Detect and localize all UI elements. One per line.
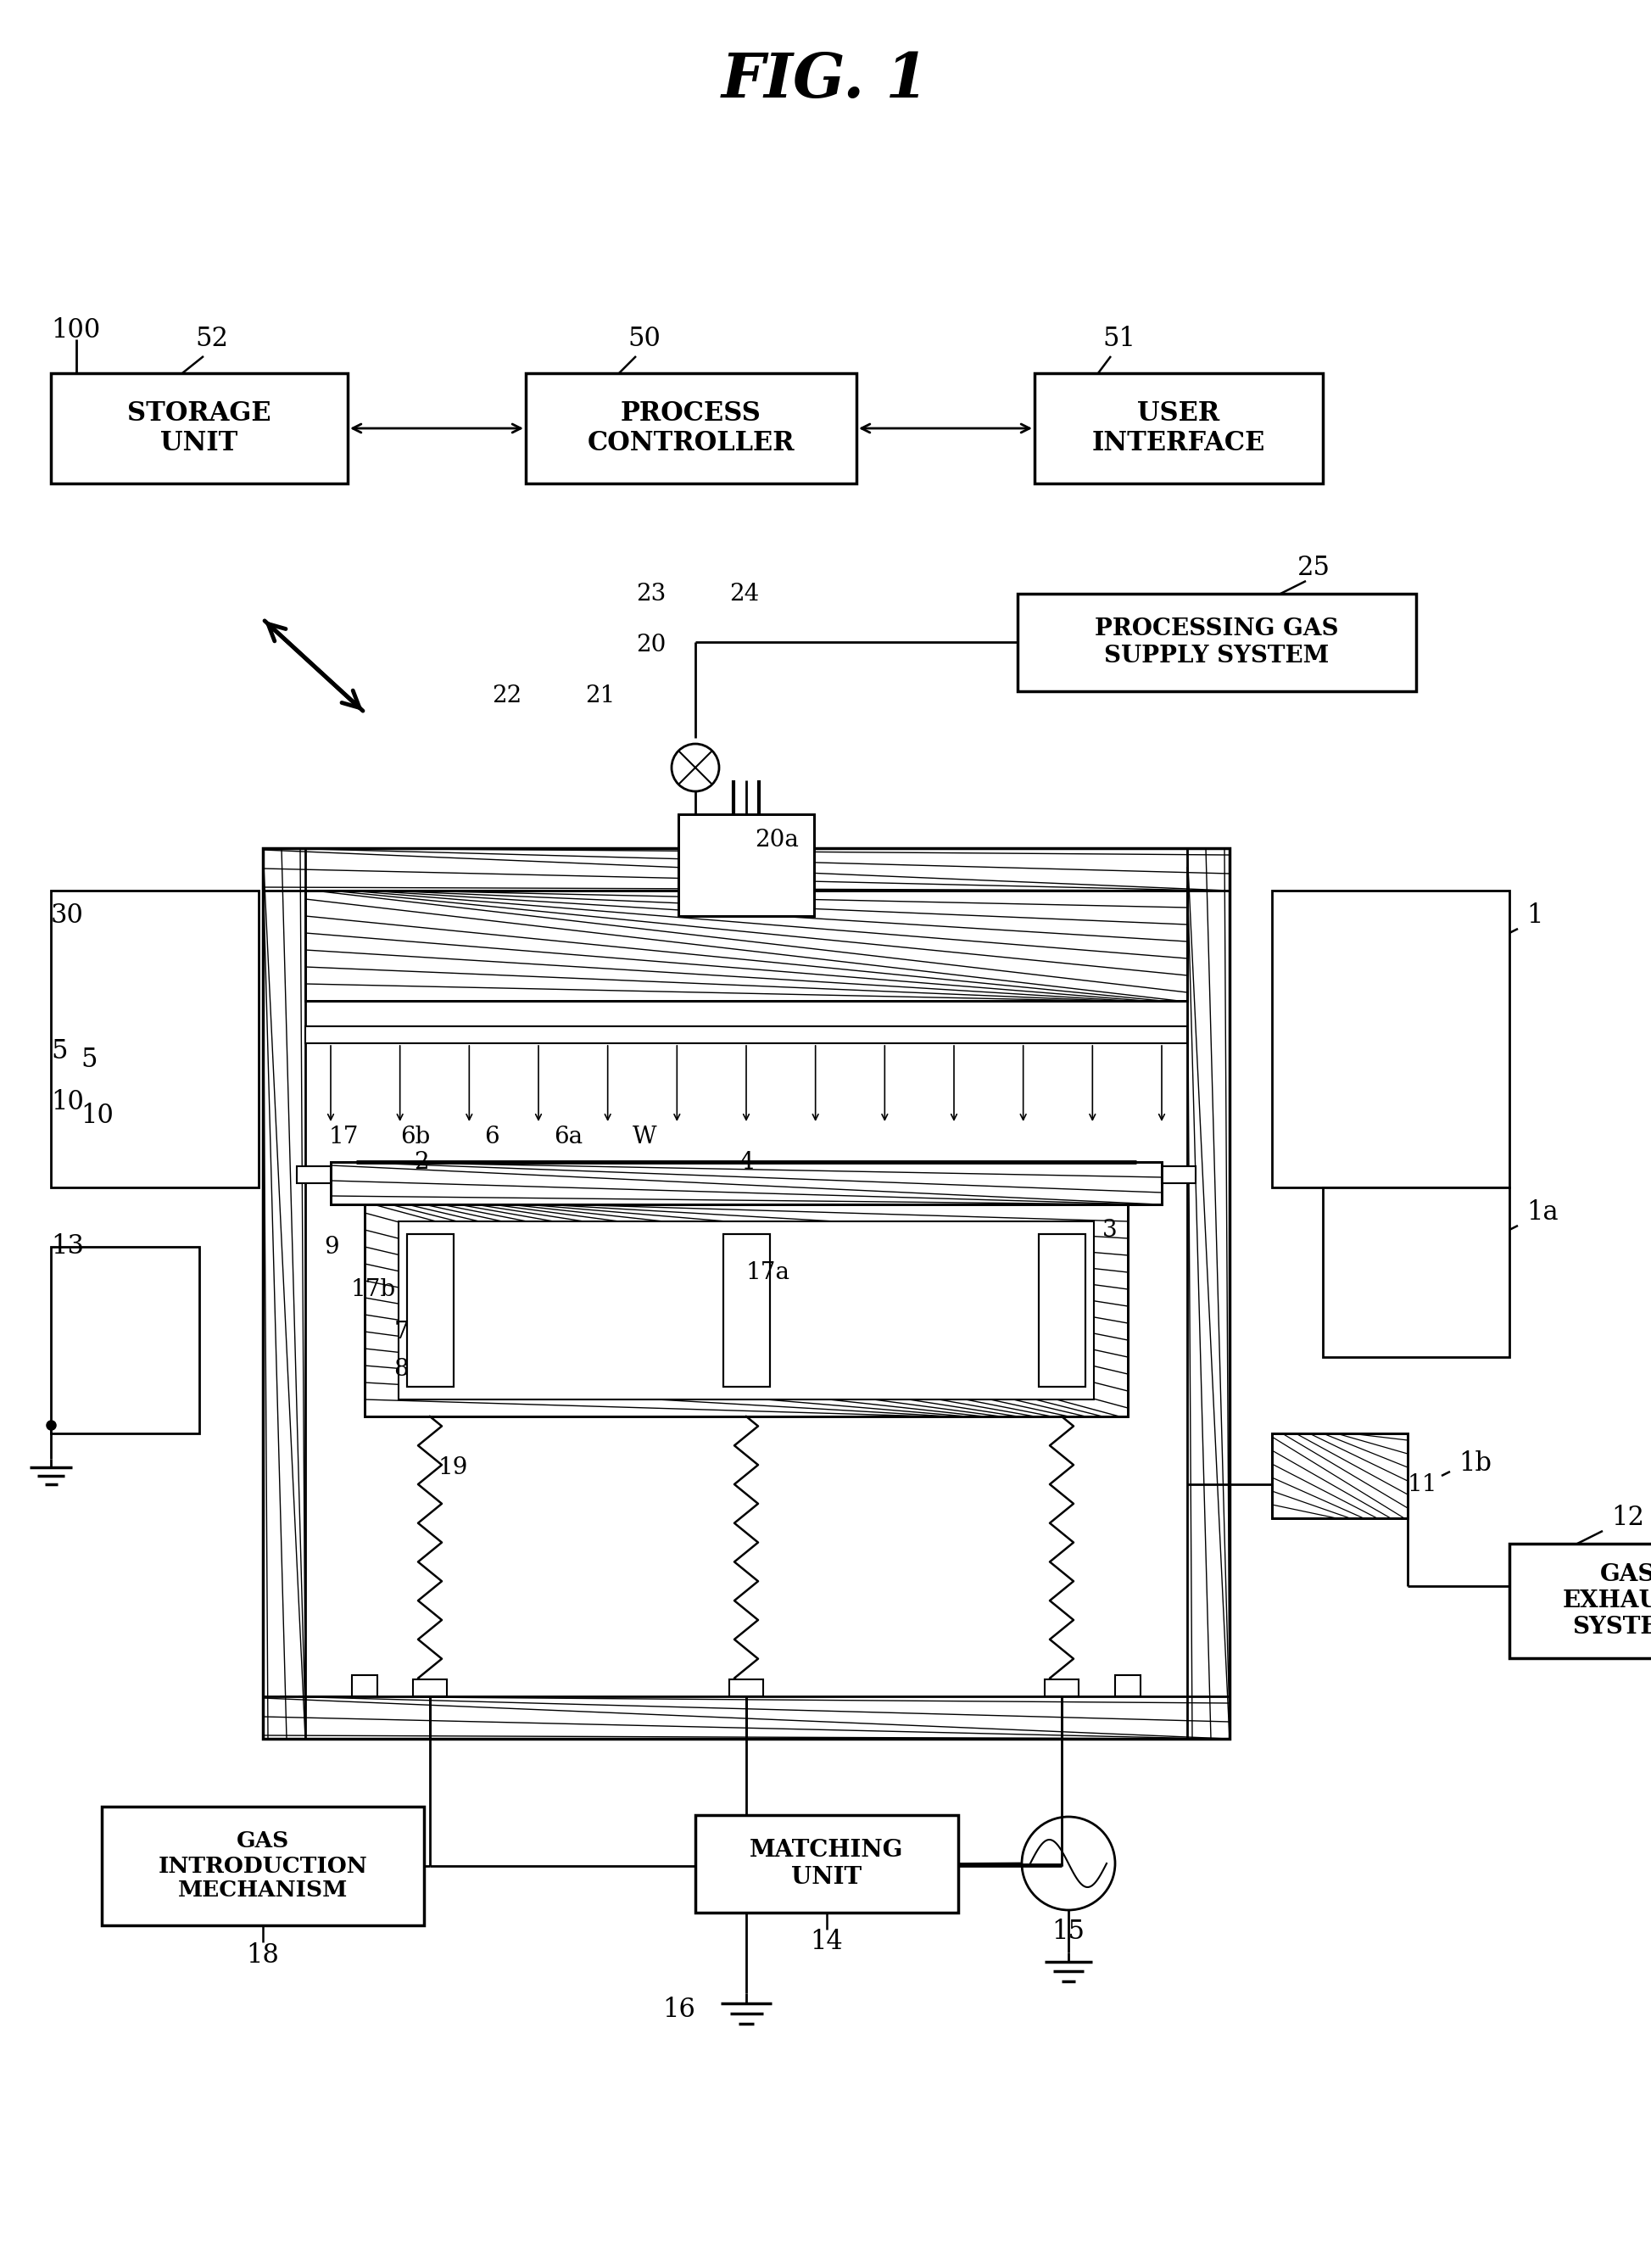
Bar: [102, 1808, 424, 1926]
Text: 13: 13: [51, 1234, 84, 1261]
Bar: [679, 814, 814, 916]
Text: MATCHING
UNIT: MATCHING UNIT: [750, 1839, 903, 1889]
Bar: [330, 1161, 1162, 1204]
Bar: [1038, 1234, 1085, 1386]
Bar: [330, 1161, 1162, 1204]
Bar: [297, 1166, 330, 1184]
Text: 4: 4: [738, 1150, 755, 1173]
Text: 12: 12: [1611, 1506, 1644, 1531]
Bar: [365, 1204, 1128, 1418]
Text: W: W: [632, 1125, 657, 1148]
Text: 1: 1: [1526, 903, 1544, 930]
Bar: [51, 374, 348, 483]
Bar: [1017, 594, 1417, 692]
Bar: [51, 1247, 200, 1433]
Bar: [263, 1696, 1230, 1740]
Bar: [723, 1234, 769, 1386]
Bar: [1271, 891, 1509, 1188]
Text: 1b: 1b: [1458, 1449, 1491, 1476]
Bar: [305, 1027, 1187, 1043]
Bar: [525, 374, 857, 483]
Text: 15: 15: [1052, 1919, 1085, 1944]
Text: 16: 16: [662, 1998, 695, 2023]
Bar: [305, 891, 1187, 1696]
Text: FIG. 1: FIG. 1: [721, 50, 930, 111]
Bar: [263, 848, 305, 1740]
Bar: [408, 1234, 454, 1386]
Text: 52: 52: [195, 327, 228, 352]
Text: 14: 14: [811, 1930, 844, 1955]
Text: 6: 6: [484, 1125, 499, 1148]
Bar: [305, 891, 1187, 1000]
Text: 10: 10: [51, 1089, 84, 1116]
Bar: [679, 814, 814, 916]
Bar: [365, 1204, 1128, 1418]
Text: 100: 100: [51, 318, 101, 345]
Bar: [263, 848, 1230, 1740]
Bar: [305, 891, 1187, 1000]
Text: 2: 2: [414, 1150, 429, 1173]
Bar: [408, 1234, 454, 1386]
Bar: [1162, 1166, 1195, 1184]
Text: 11: 11: [1408, 1472, 1438, 1495]
Text: 8: 8: [395, 1359, 409, 1381]
Text: 20a: 20a: [755, 828, 799, 850]
Text: 51: 51: [1103, 327, 1136, 352]
Text: 5: 5: [81, 1048, 97, 1073]
Text: 22: 22: [492, 685, 522, 708]
Text: STORAGE
UNIT: STORAGE UNIT: [127, 399, 271, 456]
Text: GAS
INTRODUCTION
MECHANISM: GAS INTRODUCTION MECHANISM: [158, 1830, 368, 1901]
Bar: [1035, 374, 1322, 483]
Bar: [1187, 848, 1230, 1740]
Text: 19: 19: [439, 1456, 469, 1479]
Text: 17b: 17b: [352, 1277, 396, 1300]
Bar: [413, 1678, 447, 1696]
Bar: [1045, 1678, 1078, 1696]
Text: 50: 50: [627, 327, 660, 352]
Text: 9: 9: [324, 1236, 338, 1259]
Text: GAS
EXHAUST
SYSTEM: GAS EXHAUST SYSTEM: [1562, 1563, 1651, 1640]
Bar: [1271, 1433, 1408, 1517]
Text: 25: 25: [1298, 556, 1331, 581]
Text: 3: 3: [1103, 1218, 1118, 1241]
Bar: [1322, 1188, 1509, 1356]
Text: 20: 20: [636, 633, 665, 655]
Text: 6a: 6a: [553, 1125, 583, 1148]
Bar: [730, 1678, 763, 1696]
Text: PROCESS
CONTROLLER: PROCESS CONTROLLER: [588, 399, 794, 456]
Bar: [1509, 1545, 1651, 1658]
Text: 17a: 17a: [746, 1261, 791, 1284]
Bar: [695, 1814, 958, 1912]
Text: 24: 24: [730, 583, 759, 606]
Bar: [352, 1676, 378, 1696]
Bar: [398, 1222, 1095, 1399]
Bar: [1114, 1676, 1141, 1696]
Text: USER
INTERFACE: USER INTERFACE: [1091, 399, 1265, 456]
Text: 17: 17: [329, 1125, 358, 1148]
Text: 30: 30: [51, 903, 84, 930]
Text: 21: 21: [584, 685, 614, 708]
Text: 1a: 1a: [1526, 1200, 1559, 1227]
Bar: [723, 1234, 769, 1386]
Text: 7: 7: [393, 1320, 409, 1343]
Bar: [51, 891, 259, 1188]
Text: 10: 10: [81, 1102, 114, 1129]
Text: PROCESSING GAS
SUPPLY SYSTEM: PROCESSING GAS SUPPLY SYSTEM: [1095, 617, 1339, 667]
Bar: [1271, 1433, 1408, 1517]
Text: 23: 23: [636, 583, 665, 606]
Text: 18: 18: [246, 1941, 279, 1969]
Text: 5: 5: [51, 1039, 68, 1066]
Text: 6b: 6b: [401, 1125, 431, 1148]
Bar: [263, 848, 1230, 891]
Bar: [1038, 1234, 1085, 1386]
